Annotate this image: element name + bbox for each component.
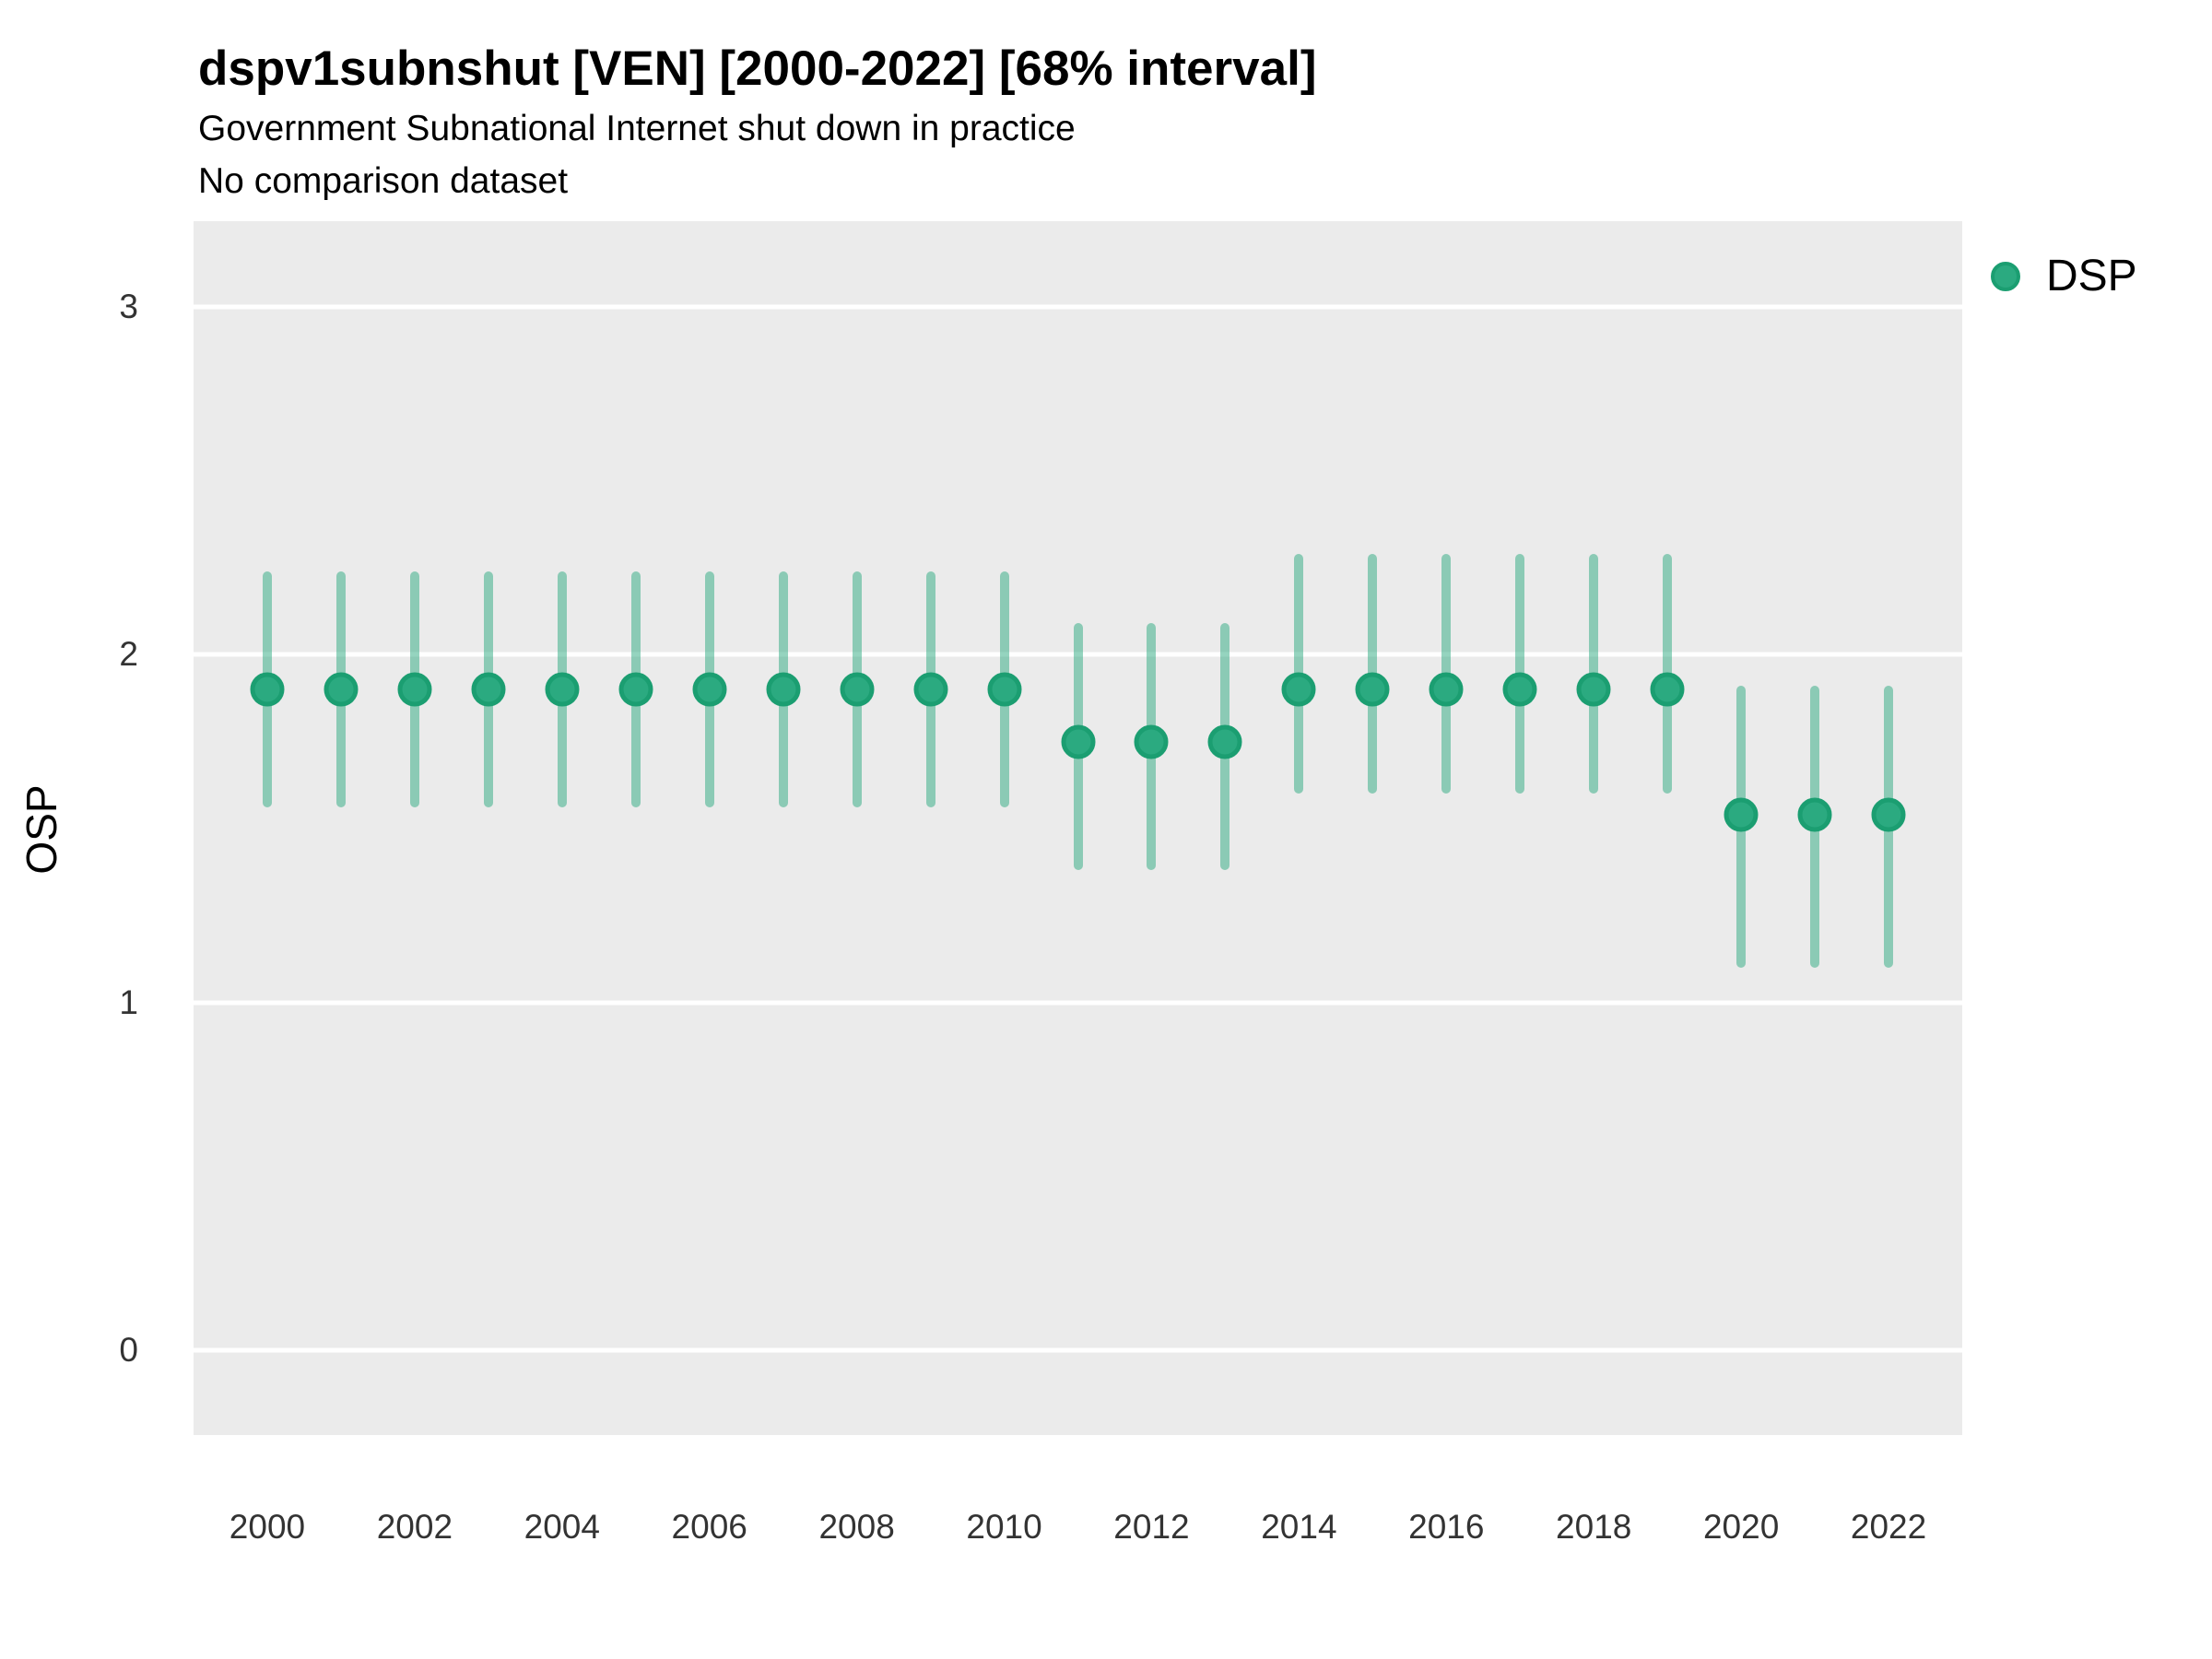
chart-title: dspv1subnshut [VEN] [2000-2022] [68% int… (198, 41, 1317, 96)
y-tick-label-1: 1 (119, 982, 138, 1021)
point-2009 (913, 672, 948, 707)
point-2014 (1281, 672, 1316, 707)
point-2001 (324, 672, 359, 707)
point-2008 (840, 672, 875, 707)
point-2020 (1724, 797, 1759, 832)
x-tick-label-2016: 2016 (1408, 1508, 1485, 1546)
x-tick-label-2008: 2008 (818, 1508, 895, 1546)
x-tick-label-2004: 2004 (524, 1508, 600, 1546)
y-tick-label-0: 0 (119, 1330, 138, 1369)
x-tick-label-2014: 2014 (1261, 1508, 1337, 1546)
point-2019 (1650, 672, 1685, 707)
x-tick-label-2010: 2010 (966, 1508, 1042, 1546)
point-2015 (1355, 672, 1390, 707)
point-2010 (987, 672, 1022, 707)
y-tick-label-3: 3 (119, 288, 138, 326)
legend-series-label: DSP (2046, 252, 2137, 300)
gridline-y-0 (194, 1347, 1962, 1353)
point-2018 (1576, 672, 1611, 707)
point-2013 (1207, 724, 1242, 759)
point-2011 (1061, 724, 1095, 759)
point-2006 (692, 672, 727, 707)
x-tick-label-2018: 2018 (1556, 1508, 1632, 1546)
plot-panel (194, 221, 1962, 1435)
x-tick-label-2000: 2000 (229, 1508, 306, 1546)
x-tick-label-2006: 2006 (671, 1508, 747, 1546)
chart-subtitle: Government Subnational Internet shut dow… (198, 109, 1076, 148)
gridline-y-3 (194, 304, 1962, 310)
legend-point-icon (1991, 261, 2020, 291)
point-2002 (397, 672, 432, 707)
point-2021 (1797, 797, 1832, 832)
x-axis-ticks: 2000 2002 2004 2006 2008 2010 2012 2014 2016 2018… (194, 1508, 1962, 1554)
x-tick-label-2022: 2022 (1850, 1508, 1927, 1546)
x-tick-label-2020: 2020 (1702, 1508, 1780, 1546)
point-2005 (618, 672, 653, 707)
point-2000 (250, 672, 285, 707)
y-tick-label-2: 2 (119, 635, 138, 674)
x-tick-label-2012: 2012 (1113, 1508, 1190, 1546)
comparison-note: No comparison dataset (198, 161, 569, 201)
point-2003 (471, 672, 506, 707)
point-2004 (545, 672, 580, 707)
gridline-y-1 (194, 1000, 1962, 1006)
legend: DSP (1991, 251, 2137, 301)
point-2016 (1429, 672, 1464, 707)
point-2007 (766, 672, 801, 707)
point-2017 (1502, 672, 1537, 707)
point-2012 (1134, 724, 1169, 759)
x-tick-label-2002: 2002 (376, 1508, 453, 1546)
point-2022 (1871, 797, 1906, 832)
y-axis-ticks: 0 1 2 3 (0, 221, 138, 1435)
